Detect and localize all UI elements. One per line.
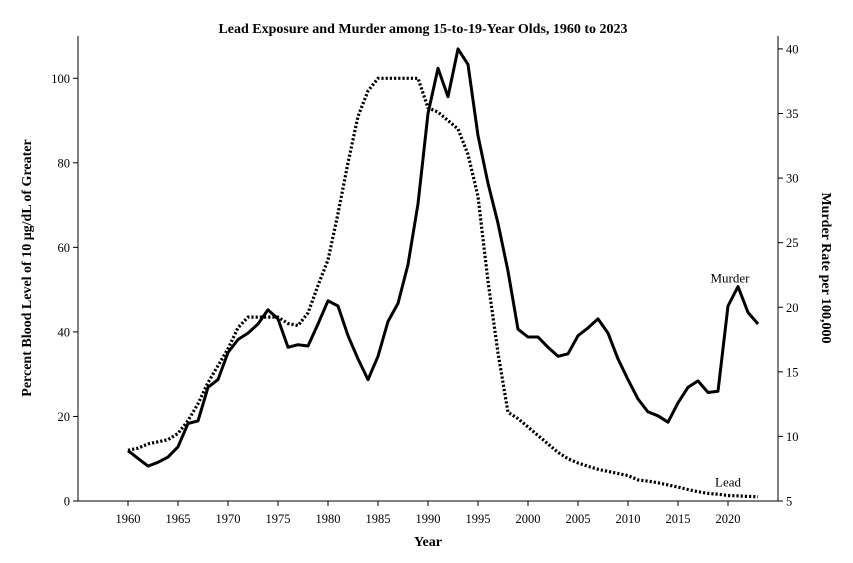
right-y-axis-label: Murder Rate per 100,000 <box>818 192 833 343</box>
x-tick-label: 2010 <box>616 512 641 526</box>
right-y-tick-label: 40 <box>786 42 799 56</box>
x-tick-label: 1975 <box>266 512 291 526</box>
x-tick-label: 1970 <box>216 512 241 526</box>
right-y-tick-label: 10 <box>786 430 799 444</box>
left-y-tick-label: 80 <box>58 156 71 170</box>
right-y-tick-label: 15 <box>786 365 799 379</box>
lead-series-line <box>127 76 759 499</box>
left-y-tick-label: 0 <box>64 495 70 509</box>
right-y-axis-ticks: 5 10 15 20 25 30 35 40 <box>778 42 799 509</box>
right-y-tick-label: 25 <box>786 236 799 250</box>
left-y-tick-label: 40 <box>58 325 71 339</box>
right-y-tick-label: 5 <box>786 495 792 509</box>
lead-series-label: Lead <box>715 475 741 490</box>
left-y-tick-label: 20 <box>58 410 71 424</box>
x-tick-label: 1985 <box>366 512 391 526</box>
right-y-tick-label: 30 <box>786 172 799 186</box>
x-tick-label: 1965 <box>166 512 191 526</box>
x-tick-label: 1990 <box>416 512 441 526</box>
chart-title: Lead Exposure and Murder among 15-to-19-… <box>218 22 627 37</box>
x-tick-label: 1995 <box>466 512 491 526</box>
left-y-tick-label: 100 <box>51 72 70 86</box>
right-y-tick-label: 20 <box>786 301 799 315</box>
left-y-axis-ticks: 0 20 40 60 80 100 <box>51 72 78 509</box>
x-axis-label: Year <box>414 535 442 550</box>
x-tick-label: 2005 <box>566 512 591 526</box>
x-tick-label: 2020 <box>716 512 741 526</box>
annotation-layer: Murder Lead <box>711 271 751 490</box>
murder-series-line <box>127 47 760 468</box>
x-tick-label: 1980 <box>316 512 341 526</box>
x-axis-ticks: 1960 1965 1970 1975 1980 1985 1990 1995 2000 2005… <box>116 501 741 526</box>
left-y-tick-label: 60 <box>58 241 71 255</box>
x-tick-label: 2015 <box>666 512 691 526</box>
murder-series-label: Murder <box>711 271 751 286</box>
series-layer <box>127 47 760 499</box>
x-tick-label: 1960 <box>116 512 141 526</box>
left-y-axis-label: Percent Blood Level of 10 μg/dL of Great… <box>20 139 35 396</box>
x-tick-label: 2000 <box>516 512 541 526</box>
right-y-tick-label: 35 <box>786 107 799 121</box>
